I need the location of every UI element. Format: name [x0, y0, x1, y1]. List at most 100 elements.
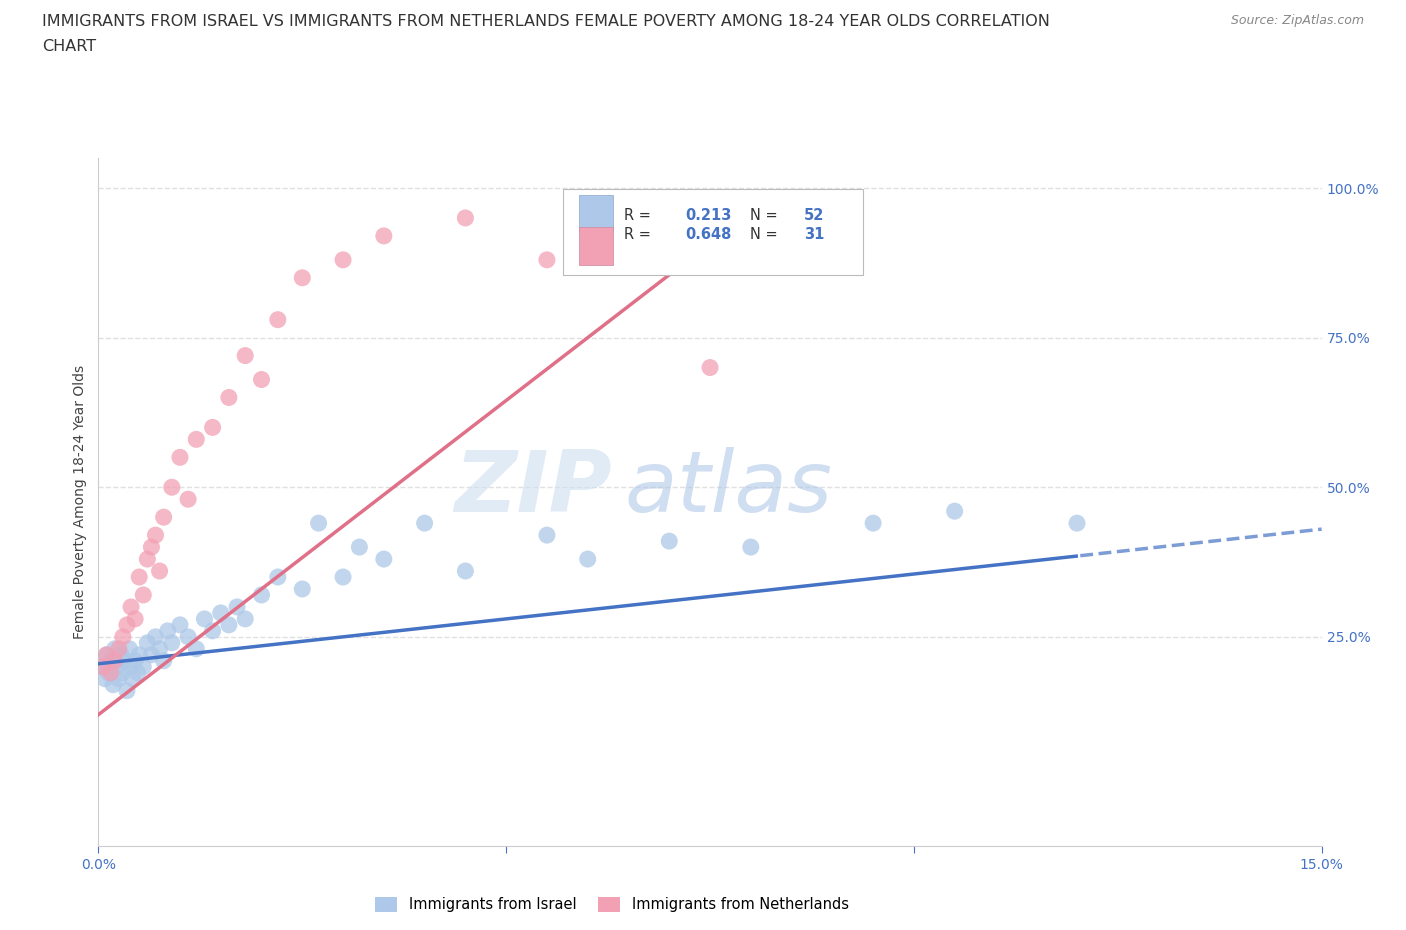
Point — [233, 348, 256, 363]
Point — [1066, 516, 1088, 531]
Point — [94, 671, 117, 686]
Point — [267, 569, 290, 584]
Point — [373, 229, 395, 244]
Point — [149, 642, 172, 657]
Point — [862, 516, 884, 531]
Point — [96, 647, 118, 662]
Point — [118, 642, 141, 657]
Point — [132, 588, 155, 603]
Point — [169, 450, 191, 465]
Point — [250, 588, 273, 603]
Point — [536, 527, 558, 542]
Point — [658, 534, 681, 549]
Point — [201, 623, 224, 638]
Point — [124, 654, 146, 669]
Point — [127, 665, 149, 680]
Point — [218, 618, 240, 632]
Point — [291, 271, 314, 286]
Point — [454, 210, 477, 225]
Point — [177, 630, 200, 644]
Point — [373, 551, 395, 566]
Text: Source: ZipAtlas.com: Source: ZipAtlas.com — [1230, 14, 1364, 27]
Point — [108, 671, 131, 686]
Point — [110, 647, 132, 662]
Point — [108, 642, 131, 657]
Point — [169, 618, 191, 632]
Legend: Immigrants from Israel, Immigrants from Netherlands: Immigrants from Israel, Immigrants from … — [370, 891, 855, 918]
Point — [332, 252, 354, 267]
Text: 0.648: 0.648 — [686, 227, 733, 242]
Point — [105, 659, 128, 674]
Point — [699, 360, 721, 375]
Point — [152, 510, 174, 525]
Point — [132, 659, 155, 674]
Text: N =: N = — [751, 207, 783, 222]
Point — [111, 665, 134, 680]
Point — [115, 684, 138, 698]
Text: 31: 31 — [804, 227, 824, 242]
Point — [160, 480, 183, 495]
Point — [111, 630, 134, 644]
Point — [209, 605, 232, 620]
Point — [308, 516, 330, 531]
Point — [136, 551, 159, 566]
Point — [413, 516, 436, 531]
Point — [740, 539, 762, 554]
Point — [141, 539, 163, 554]
Point — [152, 654, 174, 669]
Point — [120, 600, 142, 615]
Point — [226, 600, 249, 615]
Text: N =: N = — [751, 227, 783, 242]
Text: R =: R = — [624, 207, 657, 222]
Text: 52: 52 — [804, 207, 824, 222]
Point — [186, 432, 208, 446]
Point — [101, 677, 124, 692]
Point — [121, 671, 143, 686]
Text: IMMIGRANTS FROM ISRAEL VS IMMIGRANTS FROM NETHERLANDS FEMALE POVERTY AMONG 18-24: IMMIGRANTS FROM ISRAEL VS IMMIGRANTS FRO… — [42, 14, 1050, 29]
Point — [104, 654, 127, 669]
Point — [115, 618, 138, 632]
Point — [576, 551, 599, 566]
Text: atlas: atlas — [624, 447, 832, 530]
Point — [136, 635, 159, 650]
Point — [193, 611, 215, 626]
Point — [104, 642, 127, 657]
Point — [100, 654, 122, 669]
Bar — [579, 227, 613, 265]
Bar — [579, 194, 613, 232]
Point — [145, 527, 167, 542]
Point — [141, 647, 163, 662]
Point — [97, 665, 120, 680]
Point — [114, 654, 136, 669]
Point — [267, 312, 290, 327]
Point — [124, 611, 146, 626]
Point — [454, 564, 477, 578]
Text: ZIP: ZIP — [454, 447, 612, 530]
Point — [233, 611, 256, 626]
Text: R =: R = — [624, 227, 657, 242]
Point — [91, 659, 114, 674]
Point — [332, 569, 354, 584]
Point — [149, 564, 172, 578]
Point — [186, 642, 208, 657]
Text: CHART: CHART — [42, 39, 96, 54]
Point — [128, 647, 150, 662]
Point — [96, 647, 118, 662]
Point — [160, 635, 183, 650]
Point — [291, 581, 314, 596]
Point — [349, 539, 371, 554]
Point — [145, 630, 167, 644]
FancyBboxPatch shape — [564, 189, 863, 275]
Point — [250, 372, 273, 387]
Point — [201, 420, 224, 435]
Point — [100, 665, 122, 680]
Y-axis label: Female Poverty Among 18-24 Year Olds: Female Poverty Among 18-24 Year Olds — [73, 365, 87, 639]
Text: 0.213: 0.213 — [686, 207, 733, 222]
Point — [120, 659, 142, 674]
Point — [156, 623, 179, 638]
Point — [943, 504, 966, 519]
Point — [218, 390, 240, 405]
Point — [91, 659, 114, 674]
Point — [128, 569, 150, 584]
Point — [177, 492, 200, 507]
